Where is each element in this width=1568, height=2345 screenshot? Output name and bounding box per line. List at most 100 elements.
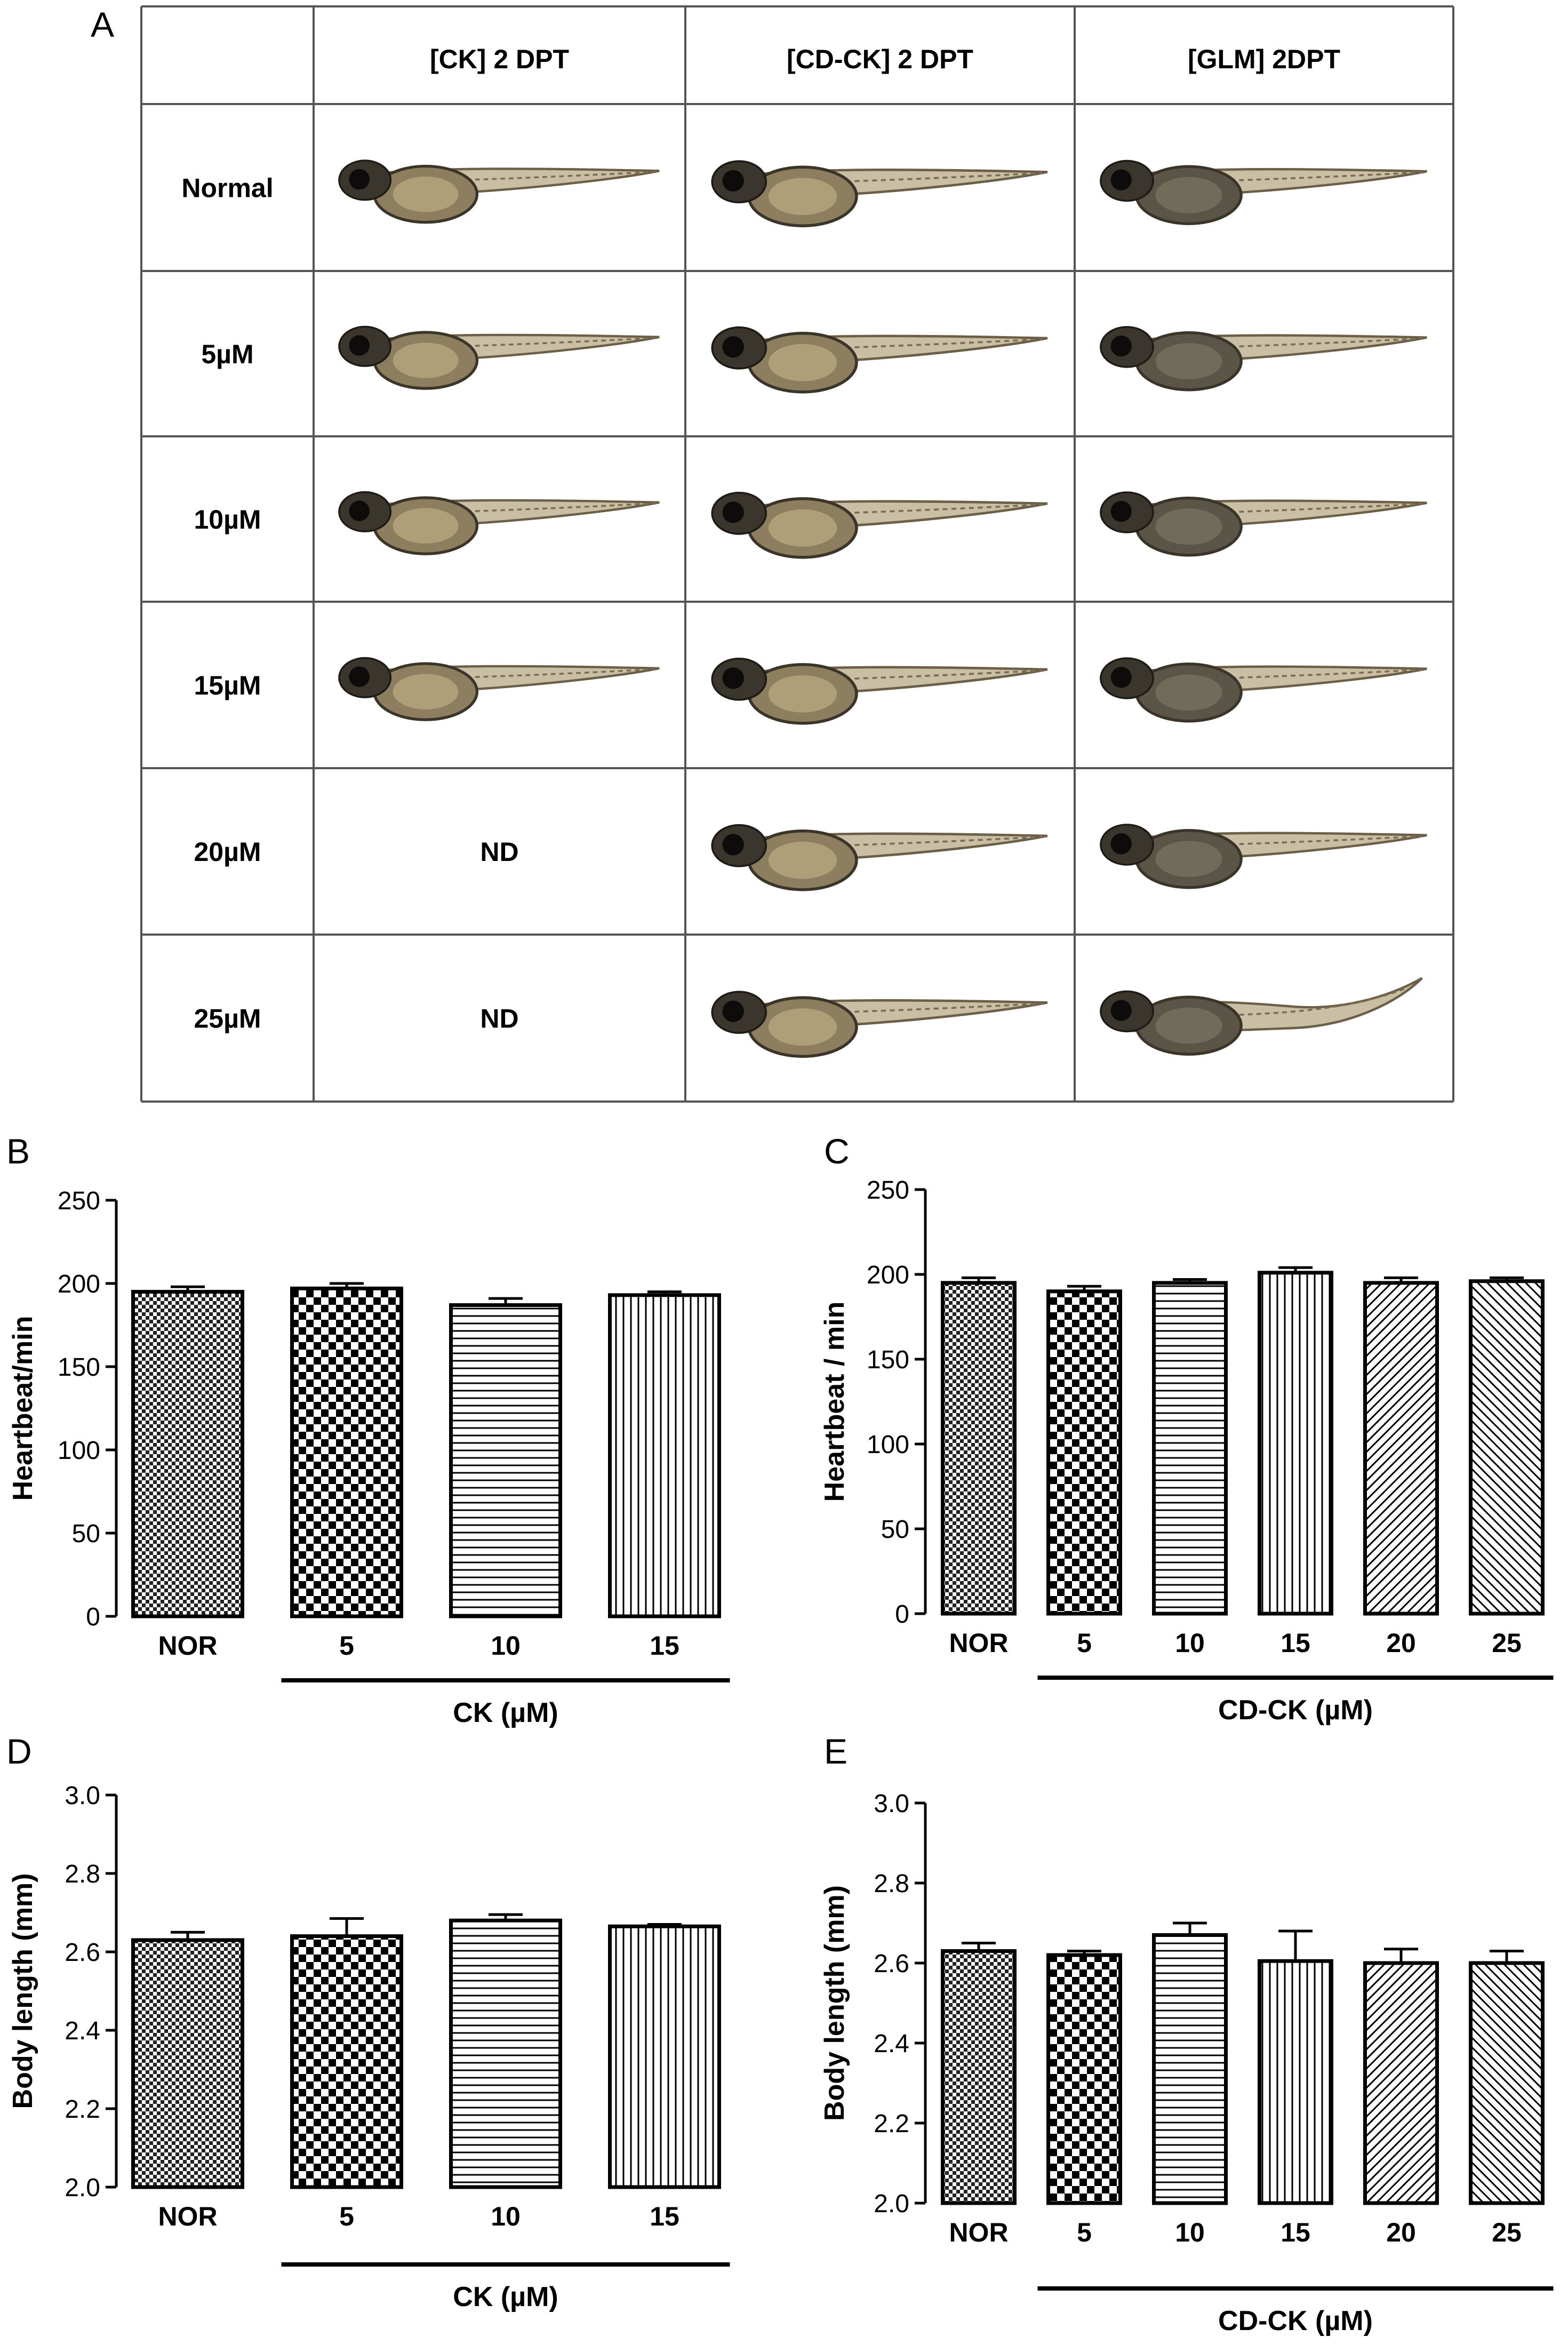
y-tick-label: 2.8 xyxy=(65,1860,100,1888)
x-tick-label: 25 xyxy=(1492,2218,1522,2247)
y-tick-label: 2.0 xyxy=(874,2190,909,2218)
zebrafish-larva-image xyxy=(1100,657,1427,723)
x-tick-label: 15 xyxy=(650,1631,679,1661)
bar-5 xyxy=(290,1934,403,2189)
column-header: [CK] 2 DPT xyxy=(430,44,569,74)
y-tick-label: 2.0 xyxy=(65,2174,100,2202)
bar-5 xyxy=(290,1286,403,1618)
bar-15 xyxy=(608,1293,721,1618)
row-label: 15µM xyxy=(194,671,261,700)
x-tick-label: 5 xyxy=(1077,2218,1092,2247)
x-tick-label: 25 xyxy=(1492,1628,1522,1658)
x-axis-group-label: CK (µM) xyxy=(453,1697,558,1728)
bar-20 xyxy=(1363,1281,1439,1616)
y-tick-label: 150 xyxy=(58,1353,100,1382)
zebrafish-larva-image xyxy=(1100,326,1427,392)
y-tick-label: 50 xyxy=(72,1520,100,1548)
row-label: 20µM xyxy=(194,837,261,867)
panel-label-d: D xyxy=(6,1732,32,1771)
y-tick-label: 3.0 xyxy=(874,1790,909,1818)
bar-10 xyxy=(1152,1933,1228,2205)
y-axis-label: Heartbeat/min xyxy=(7,1316,38,1501)
zebrafish-larva-image xyxy=(711,657,1048,725)
bar-5 xyxy=(1046,1953,1122,2205)
x-tick-label: 15 xyxy=(1281,2218,1310,2247)
zebrafish-larva-image xyxy=(711,991,1048,1058)
y-tick-label: 250 xyxy=(58,1187,100,1215)
bar-25 xyxy=(1469,1961,1545,2205)
bar-5 xyxy=(1046,1289,1122,1616)
zebrafish-image-table: [CK] 2 DPT [CD-CK] 2 DPT [GLM] 2DPT Normal 5… xyxy=(140,5,1454,1103)
panel-label-a: A xyxy=(91,5,115,44)
zebrafish-larva-image xyxy=(1100,977,1423,1056)
row-label: 10µM xyxy=(194,505,261,535)
chart-d-bodylength-ck: 2.0 2.2 2.4 2.6 2.8 3.0 Body length (mm) NOR 5 10… xyxy=(7,1782,730,2312)
bar-15 xyxy=(608,1924,721,2189)
x-tick-label: 10 xyxy=(491,1631,521,1661)
bar-15 xyxy=(1258,1959,1333,2205)
x-tick-label: 5 xyxy=(339,1631,354,1661)
row-label: 5µM xyxy=(201,339,253,369)
bar-15 xyxy=(1258,1271,1333,1616)
y-tick-label: 200 xyxy=(58,1270,100,1298)
y-tick-label: 150 xyxy=(867,1346,909,1374)
x-tick-label: 20 xyxy=(1386,1628,1416,1658)
x-tick-label: NOR xyxy=(949,1628,1008,1658)
y-tick-label: 2.8 xyxy=(874,1870,909,1898)
column-header: [CD-CK] 2 DPT xyxy=(787,44,973,74)
cell-text: ND xyxy=(480,837,518,867)
panel-label-e: E xyxy=(824,1732,848,1771)
zebrafish-larva-image xyxy=(1100,491,1427,557)
x-axis-group-label: CK (µM) xyxy=(453,2282,558,2312)
bar-10 xyxy=(1152,1281,1228,1616)
y-tick-label: 2.2 xyxy=(65,2095,100,2124)
x-tick-label: 15 xyxy=(1281,1628,1310,1658)
zebrafish-larva-image xyxy=(711,491,1048,559)
bar-20 xyxy=(1363,1961,1439,2205)
panel-label-c: C xyxy=(824,1131,850,1171)
x-tick-label: 10 xyxy=(491,2202,521,2231)
zebrafish-larva-image xyxy=(711,824,1048,891)
x-tick-label: 5 xyxy=(339,2202,354,2231)
chart-c-heartbeat-cdck: 0 50 100 150 200 250 Heartbeat / min NOR 5 10 15 20… xyxy=(819,1176,1554,1726)
x-axis-group-label: CD-CK (µM) xyxy=(1218,1695,1373,1726)
x-tick-label: 20 xyxy=(1386,2218,1416,2247)
y-tick-label: 2.2 xyxy=(874,2110,909,2138)
y-tick-label: 200 xyxy=(867,1261,909,1289)
zebrafish-larva-image xyxy=(338,657,660,721)
x-tick-label: NOR xyxy=(158,2202,217,2231)
y-axis-label: Body length (mm) xyxy=(7,1873,38,2109)
column-header: [GLM] 2DPT xyxy=(1188,44,1340,74)
y-tick-label: 2.4 xyxy=(65,2017,100,2045)
x-tick-label: NOR xyxy=(158,1631,217,1661)
zebrafish-larva-image xyxy=(711,160,1048,228)
bar-10 xyxy=(449,1918,562,2189)
x-tick-label: 15 xyxy=(650,2202,679,2231)
zebrafish-larva-image xyxy=(338,325,660,390)
zebrafish-larva-image xyxy=(711,326,1048,394)
bar-NOR xyxy=(941,1281,1017,1616)
bar-25 xyxy=(1469,1279,1545,1616)
y-tick-label: 2.6 xyxy=(65,1939,100,1967)
chart-b-heartbeat-ck: 0 50 100 150 200 250 Heartbeat/min NOR 5 10 15 CK (… xyxy=(7,1187,730,1728)
y-tick-label: 250 xyxy=(867,1176,909,1205)
row-label: Normal xyxy=(181,173,273,203)
bar-NOR xyxy=(941,1949,1017,2205)
chart-e-bodylength-cdck: 2.0 2.2 2.4 2.6 2.8 3.0 Body length (mm) NOR 5 10… xyxy=(819,1790,1554,2336)
zebrafish-larva-image xyxy=(338,159,660,224)
x-axis-group-label: CD-CK (µM) xyxy=(1218,2306,1373,2336)
zebrafish-larva-image xyxy=(338,491,660,555)
bar-10 xyxy=(449,1303,562,1618)
y-tick-label: 2.4 xyxy=(874,2030,909,2058)
panel-label-b: B xyxy=(6,1131,30,1171)
x-tick-label: 10 xyxy=(1175,2218,1205,2247)
bar-NOR xyxy=(131,1938,244,2189)
y-tick-label: 100 xyxy=(58,1437,100,1465)
y-axis-label: Body length (mm) xyxy=(819,1885,850,2121)
y-tick-label: 0 xyxy=(86,1603,100,1631)
y-tick-label: 100 xyxy=(867,1431,909,1459)
cell-text: ND xyxy=(480,1004,518,1034)
y-tick-label: 2.6 xyxy=(874,1950,909,1978)
zebrafish-larva-image xyxy=(1100,159,1427,225)
table-grid xyxy=(140,5,1454,1103)
